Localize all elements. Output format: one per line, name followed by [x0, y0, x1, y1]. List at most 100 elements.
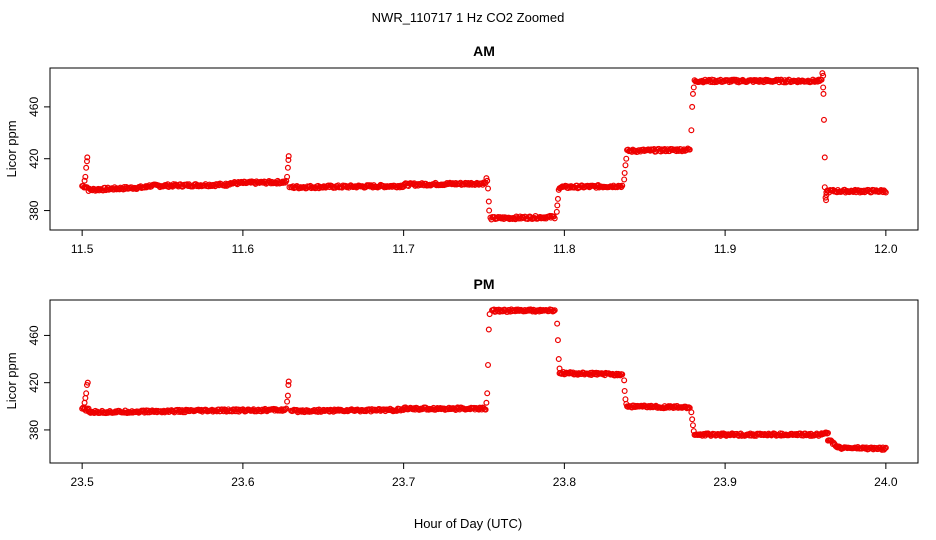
data-point: [280, 406, 287, 413]
pm-xtick-label: 23.7: [392, 475, 416, 489]
am-xtick-label: 12.0: [874, 242, 898, 256]
data-point: [283, 177, 290, 184]
data-point: [551, 215, 558, 222]
data-point: [484, 390, 491, 397]
data-point: [553, 208, 560, 215]
data-point: [555, 356, 562, 363]
figure-title: NWR_110717 1 Hz CO2 Zoomed: [372, 10, 565, 25]
data-point: [688, 409, 695, 416]
panel-pm-points: [79, 306, 889, 453]
am-ytick-label: 380: [27, 200, 41, 220]
am-xtick-label: 11.5: [71, 242, 94, 256]
data-point: [554, 202, 561, 209]
data-point: [820, 72, 827, 79]
data-point: [882, 189, 889, 196]
data-point: [284, 173, 291, 180]
pm-ytick-label: 420: [27, 372, 41, 392]
data-point: [623, 400, 630, 407]
data-point: [621, 377, 628, 384]
data-point: [284, 392, 291, 399]
data-point: [486, 311, 493, 318]
panel-am-frame: [49, 67, 919, 231]
am-ytick-label: 460: [27, 97, 41, 117]
panel-am: AM Licor ppm 11.5 11.6 11.7 11.8 11.9 12.0 38…: [4, 43, 919, 256]
data-point: [689, 90, 696, 97]
pm-ytick-label: 460: [27, 325, 41, 345]
x-axis-label: Hour of Day (UTC): [414, 516, 522, 531]
data-point: [82, 395, 89, 402]
data-point: [819, 70, 826, 77]
data-point: [623, 155, 630, 162]
data-point: [621, 387, 628, 394]
panel-am-points: [79, 70, 889, 223]
data-point: [621, 176, 628, 183]
pm-xtick-label: 23.6: [231, 475, 255, 489]
data-point: [688, 127, 695, 134]
am-xtick-label: 11.7: [392, 242, 415, 256]
data-point: [285, 157, 292, 164]
data-point: [485, 326, 492, 333]
data-point: [83, 164, 90, 171]
data-point: [689, 422, 696, 429]
pm-xtick-label: 24.0: [874, 475, 898, 489]
am-ytick-label: 420: [27, 148, 41, 168]
pm-ytick-label: 380: [27, 420, 41, 440]
data-point: [285, 378, 292, 385]
am-xtick-label: 11.9: [714, 242, 737, 256]
data-point: [619, 182, 626, 189]
data-point: [823, 192, 830, 199]
data-point: [824, 429, 831, 436]
data-point: [485, 185, 492, 192]
panel-am-xticks: 11.5 11.6 11.7 11.8 11.9 12.0: [71, 229, 898, 256]
data-point: [822, 194, 829, 201]
data-point: [483, 175, 490, 182]
data-point: [820, 84, 827, 91]
panel-am-yticks: 380 420 460: [27, 97, 50, 221]
data-point: [485, 361, 492, 368]
data-point: [84, 379, 91, 386]
data-point: [284, 164, 291, 171]
data-point: [482, 406, 489, 413]
data-point: [283, 405, 290, 412]
data-point: [690, 428, 697, 435]
panel-am-title: AM: [473, 43, 495, 59]
data-point: [820, 116, 827, 123]
data-point: [820, 90, 827, 97]
panel-pm: PM Licor ppm 23.5 23.6 23.7 23.8 23.9 24.0 38…: [4, 276, 919, 489]
data-point: [619, 371, 626, 378]
data-point: [555, 186, 562, 193]
pm-xtick-label: 23.5: [70, 475, 94, 489]
data-point: [484, 177, 491, 184]
data-point: [622, 162, 629, 169]
data-point: [83, 390, 90, 397]
pm-xtick-label: 23.8: [553, 475, 577, 489]
data-point: [821, 154, 828, 161]
data-point: [84, 154, 91, 161]
pm-xtick-label: 23.9: [713, 475, 737, 489]
data-point: [821, 184, 828, 191]
data-point: [689, 103, 696, 110]
data-point: [485, 198, 492, 205]
panel-pm-xticks: 23.5 23.6 23.7 23.8 23.9 24.0: [70, 462, 898, 489]
data-point: [81, 399, 88, 406]
data-point: [686, 146, 693, 153]
data-point: [285, 153, 292, 160]
data-point: [621, 169, 628, 176]
data-point: [554, 320, 561, 327]
data-point: [881, 188, 888, 195]
am-xtick-label: 11.6: [232, 242, 255, 256]
data-point: [284, 398, 291, 405]
data-point: [81, 177, 88, 184]
data-point: [556, 365, 563, 372]
data-point: [690, 84, 697, 91]
panel-pm-frame: [49, 299, 919, 464]
panel-pm-title: PM: [474, 276, 495, 292]
data-point: [486, 207, 493, 214]
data-point: [82, 173, 89, 180]
data-point: [551, 307, 558, 314]
data-point: [622, 396, 629, 403]
panel-pm-ylabel: Licor ppm: [4, 352, 19, 409]
am-xtick-label: 11.8: [553, 242, 576, 256]
panel-am-ylabel: Licor ppm: [4, 120, 19, 177]
